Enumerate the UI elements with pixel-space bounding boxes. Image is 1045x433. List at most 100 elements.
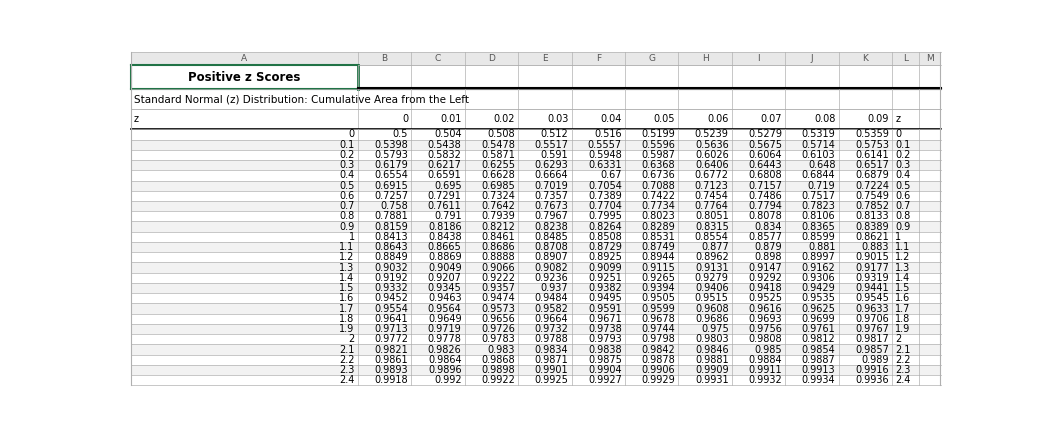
Text: 0.9251: 0.9251: [588, 273, 622, 283]
Text: 0.8212: 0.8212: [481, 222, 515, 232]
Text: 0.8133: 0.8133: [855, 211, 889, 221]
Text: 0.9864: 0.9864: [427, 355, 462, 365]
Text: 0: 0: [402, 114, 409, 124]
Text: 0.9599: 0.9599: [642, 304, 675, 313]
Text: 0.7324: 0.7324: [481, 191, 515, 201]
Bar: [131, 160, 940, 170]
Text: 0.983: 0.983: [487, 345, 515, 355]
Bar: [131, 375, 940, 385]
Text: 2.3: 2.3: [340, 365, 354, 375]
Text: 0.9345: 0.9345: [427, 283, 462, 293]
Bar: [131, 273, 940, 283]
Text: 0.989: 0.989: [861, 355, 889, 365]
Bar: [131, 191, 940, 201]
Text: 0.7123: 0.7123: [695, 181, 728, 191]
Text: 0.6064: 0.6064: [748, 150, 782, 160]
Text: 0.9699: 0.9699: [802, 314, 836, 324]
Text: 0.9931: 0.9931: [695, 375, 728, 385]
Text: 0.5239: 0.5239: [695, 129, 728, 139]
Text: 0.9788: 0.9788: [535, 334, 568, 344]
Text: 0.648: 0.648: [808, 160, 836, 170]
Text: 0.9115: 0.9115: [642, 262, 675, 273]
Text: 1.2: 1.2: [340, 252, 354, 262]
Text: 1.7: 1.7: [340, 304, 354, 313]
Text: 0.9906: 0.9906: [642, 365, 675, 375]
Text: 0.4: 0.4: [896, 171, 910, 181]
Text: 0.9678: 0.9678: [642, 314, 675, 324]
Text: 0.9896: 0.9896: [427, 365, 462, 375]
Text: 0.9846: 0.9846: [695, 345, 728, 355]
Text: 0.9898: 0.9898: [482, 365, 515, 375]
Text: 0.9306: 0.9306: [802, 273, 836, 283]
Text: 0.9817: 0.9817: [855, 334, 889, 344]
Text: 0.8508: 0.8508: [588, 232, 622, 242]
Text: 0.9693: 0.9693: [748, 314, 782, 324]
Text: 0.591: 0.591: [540, 150, 568, 160]
Text: 0.9452: 0.9452: [374, 293, 409, 303]
Text: 0.8577: 0.8577: [748, 232, 782, 242]
Text: 0.9803: 0.9803: [695, 334, 728, 344]
Text: 0.8708: 0.8708: [535, 242, 568, 252]
Bar: [131, 181, 940, 191]
Text: 1.4: 1.4: [896, 273, 910, 283]
Text: G: G: [648, 54, 655, 63]
Text: 1.4: 1.4: [340, 273, 354, 283]
Text: 0.5398: 0.5398: [374, 140, 409, 150]
Text: 0.9826: 0.9826: [427, 345, 462, 355]
Text: 0.9382: 0.9382: [588, 283, 622, 293]
Bar: [131, 150, 940, 160]
Bar: [131, 262, 940, 273]
Text: 0.5517: 0.5517: [534, 140, 568, 150]
Text: 0.9147: 0.9147: [748, 262, 782, 273]
Text: 1: 1: [349, 232, 354, 242]
Text: 0.7939: 0.7939: [481, 211, 515, 221]
Text: 0.9842: 0.9842: [642, 345, 675, 355]
Text: 0.6: 0.6: [896, 191, 910, 201]
Text: 0.06: 0.06: [707, 114, 728, 124]
Text: 0.2: 0.2: [340, 150, 354, 160]
Text: 0.7224: 0.7224: [855, 181, 889, 191]
Text: 1.8: 1.8: [896, 314, 910, 324]
Text: 0.7486: 0.7486: [748, 191, 782, 201]
Text: 0.6255: 0.6255: [481, 160, 515, 170]
Bar: [131, 355, 940, 365]
Text: 0.9821: 0.9821: [374, 345, 409, 355]
Text: 0.7088: 0.7088: [642, 181, 675, 191]
Text: 0.6331: 0.6331: [588, 160, 622, 170]
Bar: [131, 313, 940, 324]
Text: 0.9854: 0.9854: [802, 345, 836, 355]
Bar: [131, 89, 940, 109]
Text: 0.8051: 0.8051: [695, 211, 728, 221]
Text: 0.9: 0.9: [896, 222, 910, 232]
Text: 0.8238: 0.8238: [535, 222, 568, 232]
Text: 0.695: 0.695: [434, 181, 462, 191]
Text: 0.1: 0.1: [896, 140, 910, 150]
Text: 2: 2: [348, 334, 354, 344]
Text: 0.9495: 0.9495: [588, 293, 622, 303]
Text: 0.7764: 0.7764: [695, 201, 728, 211]
Text: 0.9857: 0.9857: [855, 345, 889, 355]
Text: H: H: [702, 54, 709, 63]
Text: 0.7454: 0.7454: [695, 191, 728, 201]
Text: Positive z Scores: Positive z Scores: [188, 71, 301, 84]
Text: 0.67: 0.67: [600, 171, 622, 181]
Text: 0.5557: 0.5557: [587, 140, 622, 150]
Text: 0.9236: 0.9236: [535, 273, 568, 283]
Text: 0.9441: 0.9441: [855, 283, 889, 293]
Text: 1.1: 1.1: [340, 242, 354, 252]
Text: 0.8531: 0.8531: [642, 232, 675, 242]
Text: 0.9904: 0.9904: [588, 365, 622, 375]
Text: 0.5: 0.5: [393, 129, 409, 139]
Text: 0.6844: 0.6844: [802, 171, 836, 181]
Text: 0.6985: 0.6985: [481, 181, 515, 191]
Text: 0.9573: 0.9573: [481, 304, 515, 313]
Text: 0.7673: 0.7673: [534, 201, 568, 211]
Text: 0.8365: 0.8365: [802, 222, 836, 232]
Text: 1.9: 1.9: [340, 324, 354, 334]
Text: 0.3: 0.3: [340, 160, 354, 170]
Text: 0.985: 0.985: [754, 345, 782, 355]
Bar: [131, 283, 940, 293]
Text: 0.9591: 0.9591: [588, 304, 622, 313]
Bar: [131, 344, 940, 355]
Text: 0.9608: 0.9608: [695, 304, 728, 313]
